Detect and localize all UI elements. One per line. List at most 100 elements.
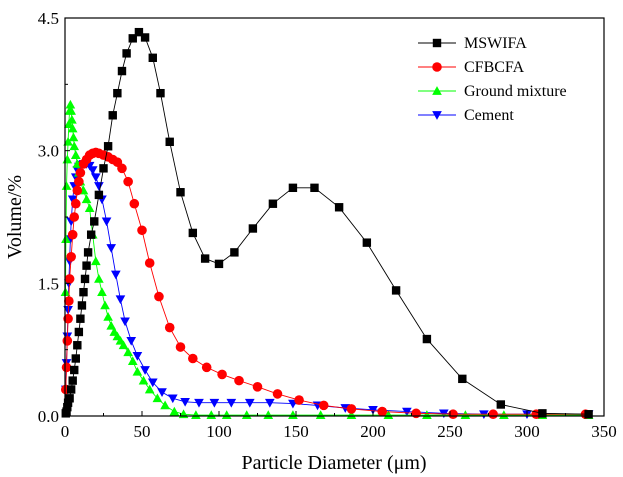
x-tick-label: 50: [134, 422, 151, 441]
data-point: [201, 362, 212, 373]
data-point: [160, 400, 170, 410]
data-point: [74, 176, 84, 187]
data-point: [87, 166, 98, 175]
x-tick-label: 100: [206, 422, 232, 441]
data-point: [81, 194, 92, 204]
data-point: [140, 366, 150, 375]
data-point: [132, 366, 143, 376]
data-point: [128, 34, 137, 43]
series-mswifa: [61, 27, 593, 419]
y-axis-title: Volume/%: [4, 175, 26, 259]
data-point: [362, 238, 372, 247]
x-tick-label: 300: [514, 422, 540, 441]
data-point: [64, 119, 74, 128]
legend-marker: [432, 38, 442, 48]
series-cfbcfa: [60, 147, 591, 420]
data-point: [132, 351, 143, 361]
data-point: [94, 182, 104, 191]
data-point: [169, 406, 180, 416]
legend-item: MSWIFA: [418, 35, 527, 52]
data-point: [164, 322, 175, 333]
data-point: [134, 27, 144, 37]
data-point: [110, 270, 121, 280]
data-point: [63, 402, 72, 412]
x-tick-label: 0: [61, 422, 70, 441]
data-point: [241, 410, 252, 419]
data-point: [244, 398, 255, 408]
data-point: [113, 88, 122, 98]
legend-label: MSWIFA: [464, 35, 527, 52]
legend-marker: [432, 62, 442, 72]
data-point: [77, 301, 87, 310]
data-point: [117, 163, 127, 174]
data-point: [194, 398, 204, 408]
data-point: [100, 300, 110, 310]
data-point: [402, 407, 412, 417]
data-point: [156, 88, 165, 98]
data-point: [264, 398, 275, 408]
data-point: [84, 203, 95, 213]
data-point: [103, 312, 113, 321]
data-point: [411, 408, 421, 419]
data-point: [167, 394, 178, 404]
data-point: [458, 374, 467, 384]
data-point: [63, 398, 73, 407]
legend-label: Cement: [464, 107, 514, 124]
data-point: [86, 230, 96, 239]
data-point: [68, 132, 79, 142]
data-point: [188, 353, 198, 364]
data-point: [71, 354, 80, 363]
data-point: [318, 400, 329, 411]
data-point: [152, 393, 163, 403]
data-point: [65, 394, 74, 403]
data-point: [230, 248, 239, 257]
data-point: [64, 274, 75, 284]
data-point: [83, 248, 93, 257]
x-tick-label: 200: [360, 422, 386, 441]
data-point: [288, 183, 298, 193]
data-point: [69, 212, 80, 222]
data-point: [74, 327, 84, 337]
data-point: [118, 340, 129, 350]
data-point: [191, 410, 201, 419]
data-point: [129, 198, 140, 209]
data-point: [72, 185, 83, 196]
data-point: [62, 407, 71, 416]
data-point: [584, 410, 593, 419]
data-point: [422, 410, 432, 419]
data-point: [368, 405, 378, 415]
legend-marker: [432, 111, 442, 120]
data-point: [157, 388, 167, 397]
data-point: [272, 389, 283, 399]
data-point: [127, 356, 138, 366]
data-point: [391, 286, 401, 295]
data-point: [496, 400, 506, 409]
legend-label: CFBCFA: [464, 59, 525, 76]
data-point: [144, 384, 155, 394]
data-point: [115, 295, 126, 305]
x-tick-label: 350: [591, 422, 617, 441]
data-point: [188, 228, 198, 238]
data-point: [422, 334, 432, 344]
data-point: [315, 410, 326, 419]
legend-item: Cement: [418, 107, 514, 124]
data-point: [63, 313, 73, 324]
y-tick-label: 0.0: [38, 407, 59, 426]
data-point: [123, 347, 133, 357]
data-point: [122, 49, 131, 58]
data-point: [76, 314, 85, 323]
legend-item: Ground mixture: [418, 83, 567, 100]
data-point: [101, 217, 112, 227]
data-point: [154, 291, 164, 302]
legend: MSWIFA CFBCFA Ground mixture Cement: [418, 35, 567, 124]
axis-layer: 0 50 100 150 200 250 300 350 0.0 1.5 3.0 4.5: [38, 9, 617, 441]
data-point: [67, 114, 77, 124]
data-point: [67, 229, 78, 240]
data-point: [252, 382, 263, 392]
data-point: [180, 397, 190, 407]
data-point: [67, 195, 78, 205]
data-point: [80, 274, 90, 284]
data-point: [206, 410, 217, 419]
data-point: [61, 181, 72, 190]
